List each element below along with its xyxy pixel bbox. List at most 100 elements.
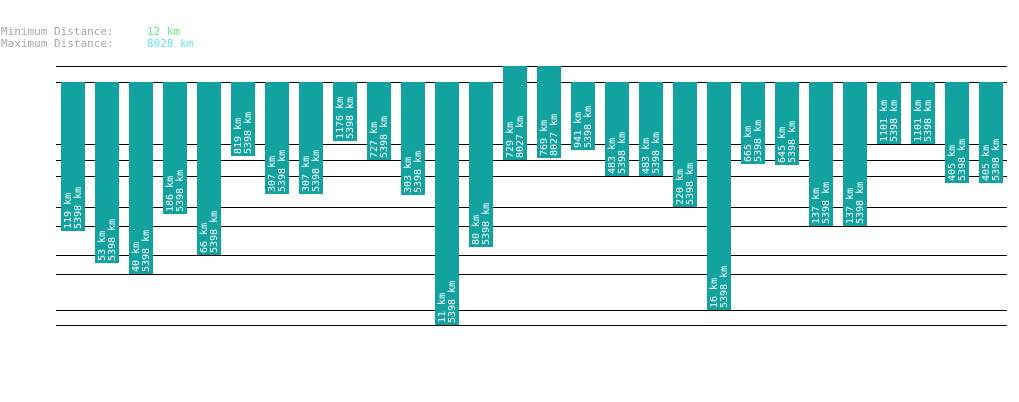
bar: [61, 82, 85, 231]
bar: [333, 82, 357, 141]
max-distance-value: 8028 km: [147, 37, 194, 50]
bar-group: 303 km 5398 km: [401, 82, 425, 195]
bar-group: 665 km 5398 km: [741, 82, 765, 164]
bar-min-label: 11 km: [437, 293, 448, 323]
bar-max-label: 5398 km: [753, 120, 764, 162]
bar-max-label: 5398 km: [957, 139, 968, 181]
bar-min-label: 941 km: [573, 112, 584, 148]
bar: [503, 66, 527, 160]
bar-min-label: 729 km: [505, 122, 516, 158]
bar-min-label: 645 km: [777, 127, 788, 163]
bar-min-label: 665 km: [743, 126, 754, 162]
bar-max-label: 5398 km: [413, 151, 424, 193]
bar-min-label: 1101 km: [913, 100, 924, 142]
bar-min-label: 137 km: [811, 188, 822, 224]
bar-min-label: 819 km: [233, 118, 244, 154]
bar-group: 645 km 5398 km: [775, 82, 799, 165]
bar-max-label: 8027 km: [515, 116, 526, 158]
bar-min-label: 483 km: [641, 138, 652, 174]
bar-min-label: 137 km: [845, 188, 856, 224]
bar: [809, 82, 833, 226]
bar: [571, 82, 595, 150]
bar-min-label: 405 km: [947, 145, 958, 181]
bar-min-label: 80 km: [471, 215, 482, 245]
bar: [843, 82, 867, 226]
bar: [741, 82, 765, 164]
bar-max-label: 5398 km: [345, 97, 356, 139]
bar-group: 16 km 5398 km: [707, 82, 731, 310]
bar: [537, 66, 561, 158]
bar-min-label: 186 km: [165, 176, 176, 212]
bar-max-label: 5398 km: [175, 170, 186, 212]
bar-group: 819 km 5398 km: [231, 82, 255, 156]
bar-group: 53 km 5398 km: [95, 82, 119, 263]
bar-min-label: 307 km: [267, 156, 278, 192]
bar-min-label: 405 km: [981, 145, 992, 181]
bar-max-label: 5398 km: [311, 150, 322, 192]
bar: [95, 82, 119, 263]
bar-max-label: 5398 km: [651, 132, 662, 174]
bar-group: 137 km 5398 km: [843, 82, 867, 226]
bar-min-label: 1101 km: [879, 100, 890, 142]
bar-max-label: 5398 km: [685, 163, 696, 205]
bar-max-label: 5398 km: [923, 100, 934, 142]
bar: [945, 82, 969, 183]
bar-max-label: 5398 km: [379, 116, 390, 158]
bar-min-label: 483 km: [607, 138, 618, 174]
bar: [367, 82, 391, 160]
bar: [163, 82, 187, 214]
bar-max-label: 8027 km: [549, 114, 560, 156]
bar-min-label: 119 km: [63, 193, 74, 229]
distance-summary: Minimum Distance: 12 km Maximum Distance:…: [1, 26, 193, 50]
bar-max-label: 5398 km: [73, 187, 84, 229]
bar-min-label: 727 km: [369, 122, 380, 158]
bar: [197, 82, 221, 255]
bar-min-label: 769 km: [539, 120, 550, 156]
bar-group: 66 km 5398 km: [197, 82, 221, 255]
bar-max-label: 5398 km: [617, 132, 628, 174]
bar-group: 307 km 5398 km: [299, 82, 323, 194]
bar: [469, 82, 493, 247]
bar-max-label: 5398 km: [719, 266, 730, 308]
bar-group: 220 km 5398 km: [673, 82, 697, 207]
bar-max-label: 5398 km: [447, 281, 458, 323]
bar: [775, 82, 799, 165]
bar-group: 483 km 5398 km: [605, 82, 629, 176]
bar-group: 40 km 5398 km: [129, 82, 153, 274]
bar-min-label: 307 km: [301, 156, 312, 192]
bar-max-label: 5398 km: [583, 106, 594, 148]
bar: [639, 82, 663, 176]
bar-max-label: 5398 km: [277, 150, 288, 192]
bar-group: 307 km 5398 km: [265, 82, 289, 194]
bar: [435, 82, 459, 325]
bar-group: 186 km 5398 km: [163, 82, 187, 214]
bar-max-label: 5398 km: [481, 203, 492, 245]
bar: [911, 82, 935, 144]
bar-group: 405 km 5398 km: [979, 82, 1003, 183]
bar: [401, 82, 425, 195]
bar-group: 769 km 8027 km: [537, 66, 561, 158]
bar-group: 727 km 5398 km: [367, 82, 391, 160]
bar-max-label: 5398 km: [855, 182, 866, 224]
bar-max-label: 5398 km: [209, 211, 220, 253]
bar: [707, 82, 731, 310]
bar-max-label: 5398 km: [889, 100, 900, 142]
bar: [299, 82, 323, 194]
bar-max-label: 5398 km: [821, 182, 832, 224]
bar: [265, 82, 289, 194]
bar-max-label: 5398 km: [991, 139, 1002, 181]
max-distance-label: Maximum Distance:: [1, 37, 114, 50]
bar-group: 11 km 5398 km: [435, 82, 459, 325]
max-distance-row: Maximum Distance: 8028 km: [1, 38, 193, 50]
bar-min-label: 40 km: [131, 242, 142, 272]
bar-max-label: 5398 km: [141, 230, 152, 272]
bar-group: 941 km 5398 km: [571, 82, 595, 150]
bar-group: 483 km 5398 km: [639, 82, 663, 176]
bar-group: 405 km 5398 km: [945, 82, 969, 183]
bar: [979, 82, 1003, 183]
bar-group: 1101 km 5398 km: [877, 82, 901, 144]
bar-group: 119 km 5398 km: [61, 82, 85, 231]
bar-group: 729 km 8027 km: [503, 66, 527, 160]
bar-group: 137 km 5398 km: [809, 82, 833, 226]
